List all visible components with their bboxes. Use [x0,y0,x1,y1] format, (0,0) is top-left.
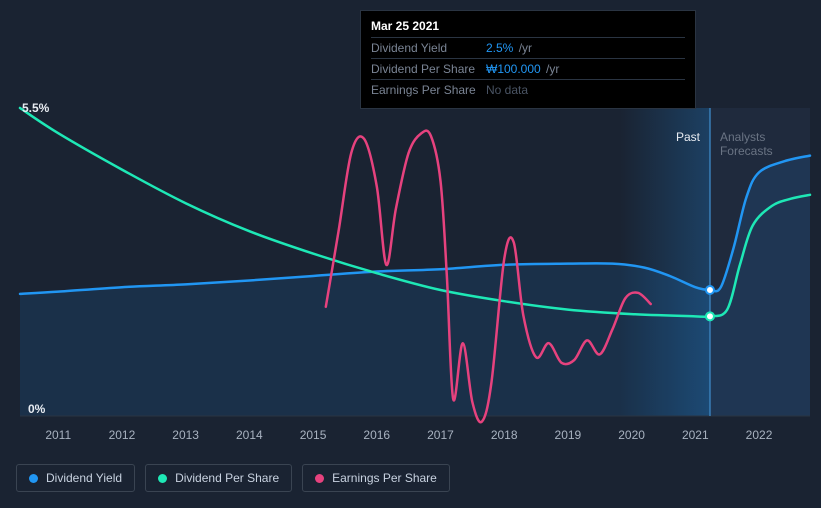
x-axis-year: 2015 [300,428,327,442]
legend-item[interactable]: Dividend Yield [16,464,135,492]
legend-label: Dividend Per Share [175,471,279,485]
x-axis-year: 2017 [427,428,454,442]
region-label-past: Past [676,130,700,144]
tooltip-date: Mar 25 2021 [371,19,685,33]
tooltip-metric-value: No data [486,83,528,97]
x-axis-year: 2014 [236,428,263,442]
legend-dot [315,474,324,483]
tooltip-metric-value: 2.5% /yr [486,41,532,55]
x-axis-year: 2020 [618,428,645,442]
tooltip-row: Dividend Per Share₩100.000 /yr [371,58,685,79]
y-axis-max: 5.5% [22,101,49,115]
x-axis-year: 2018 [491,428,518,442]
x-axis-year: 2022 [746,428,773,442]
legend-dot [158,474,167,483]
dividend-chart: 5.5% 0% Past Analysts Forecasts 2011 2012… [0,0,821,508]
chart-legend: Dividend Yield Dividend Per Share Earnings… [16,464,450,492]
x-axis-year: 2016 [363,428,390,442]
x-axis-labels: 2011 2012 2013 2014 2015 2016 2017 2018 2019 2020… [0,428,821,448]
tooltip-row: Dividend Yield2.5% /yr [371,37,685,58]
legend-label: Dividend Yield [46,471,122,485]
x-axis-year: 2013 [172,428,199,442]
tooltip-row: Earnings Per ShareNo data [371,79,685,100]
y-axis-min: 0% [28,402,45,416]
legend-item[interactable]: Earnings Per Share [302,464,450,492]
legend-dot [29,474,38,483]
x-axis-year: 2011 [45,428,71,442]
x-axis-year: 2019 [555,428,582,442]
tooltip-metric-label: Dividend Per Share [371,62,486,76]
x-axis-year: 2021 [682,428,709,442]
legend-item[interactable]: Dividend Per Share [145,464,292,492]
legend-label: Earnings Per Share [332,471,437,485]
tooltip-metric-value: ₩100.000 /yr [486,62,559,76]
region-label-forecast: Analysts Forecasts [720,130,821,158]
x-axis-year: 2012 [109,428,136,442]
chart-tooltip: Mar 25 2021 Dividend Yield2.5% /yrDivide… [360,10,696,109]
tooltip-metric-label: Dividend Yield [371,41,486,55]
tooltip-metric-label: Earnings Per Share [371,83,486,97]
